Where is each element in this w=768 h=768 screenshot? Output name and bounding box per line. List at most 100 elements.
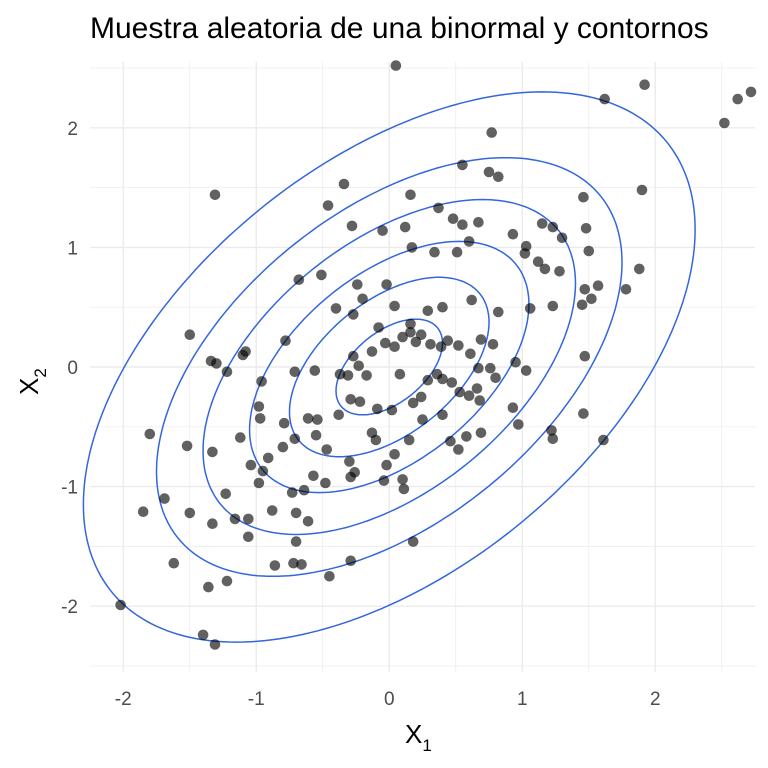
data-point [373, 322, 384, 333]
data-point [745, 86, 757, 98]
data-point [220, 488, 231, 500]
y-tick-label: -2 [61, 597, 78, 618]
data-point [308, 470, 319, 482]
x-tick-label: -1 [248, 689, 265, 710]
data-point [345, 394, 357, 405]
data-point [398, 483, 410, 495]
data-point [579, 350, 591, 362]
data-point [547, 300, 559, 312]
data-point [490, 372, 501, 384]
data-point [381, 279, 392, 290]
data-point [592, 280, 604, 292]
contour-line [82, 91, 696, 643]
data-point [353, 360, 365, 372]
data-point [312, 414, 323, 425]
data-point [547, 433, 559, 445]
data-point [397, 331, 408, 343]
data-point [269, 560, 281, 571]
data-point [536, 218, 548, 229]
data-point [221, 575, 233, 587]
data-point [389, 341, 400, 353]
data-point [415, 391, 427, 403]
data-point [473, 362, 484, 374]
x-axis-label: X1 [405, 719, 432, 755]
data-point [422, 305, 434, 317]
contour-lines [82, 91, 696, 643]
data-point [256, 376, 267, 387]
data-point [334, 368, 346, 380]
data-point [342, 370, 354, 381]
data-point [405, 318, 416, 330]
data-point [429, 246, 440, 258]
data-point [381, 459, 392, 471]
x-tick-label: 0 [384, 689, 395, 710]
data-point [519, 248, 531, 259]
data-point [289, 366, 301, 378]
data-point [352, 279, 363, 290]
gridlines [90, 62, 755, 672]
data-point [532, 256, 544, 268]
data-point [277, 441, 289, 453]
data-point [344, 456, 355, 467]
data-point [243, 513, 254, 525]
data-point [181, 440, 193, 452]
data-point [245, 459, 257, 471]
data-point [442, 335, 454, 347]
data-point [345, 555, 357, 567]
x-axis-label-base: X [405, 719, 422, 749]
data-point [446, 377, 458, 388]
data-point [310, 429, 322, 441]
data-point [493, 306, 504, 318]
data-point [309, 365, 321, 376]
data-point [520, 365, 532, 376]
data-point [556, 232, 568, 244]
data-point [361, 370, 372, 381]
data-point [288, 557, 299, 569]
data-point [302, 413, 314, 424]
data-point [209, 189, 221, 201]
data-point [378, 475, 390, 486]
data-point [483, 166, 495, 178]
data-point [240, 346, 251, 357]
data-point [586, 293, 597, 305]
data-point [407, 536, 419, 547]
data-point [243, 531, 254, 543]
data-point [454, 386, 466, 398]
data-point [403, 434, 415, 446]
data-point [451, 246, 463, 258]
data-point [229, 513, 241, 525]
data-point [330, 303, 342, 314]
data-point [510, 356, 521, 368]
data-point [298, 484, 310, 496]
data-point [406, 242, 418, 253]
data-point [221, 366, 233, 378]
data-point [579, 284, 591, 295]
data-point [345, 471, 357, 483]
y-tick-label: 1 [67, 238, 78, 259]
data-point [266, 505, 278, 516]
data-point [422, 374, 434, 386]
data-point [732, 93, 743, 105]
data-point [598, 434, 609, 446]
data-point [290, 507, 302, 519]
data-point [253, 401, 265, 412]
data-point [487, 339, 499, 350]
data-point [321, 444, 333, 455]
data-point [576, 299, 588, 311]
data-point [433, 202, 444, 214]
data-point [578, 191, 589, 203]
data-point [144, 428, 156, 440]
data-point [437, 301, 448, 313]
y-tick-label: 2 [67, 119, 78, 140]
data-point [397, 474, 408, 485]
data-point [474, 395, 486, 406]
data-point [547, 221, 559, 233]
data-point [394, 368, 406, 380]
data-point [639, 79, 650, 90]
x-tick-label: 2 [650, 689, 661, 710]
data-point [254, 413, 266, 424]
data-point [197, 629, 209, 641]
data-point [207, 446, 218, 458]
data-point [457, 219, 468, 230]
